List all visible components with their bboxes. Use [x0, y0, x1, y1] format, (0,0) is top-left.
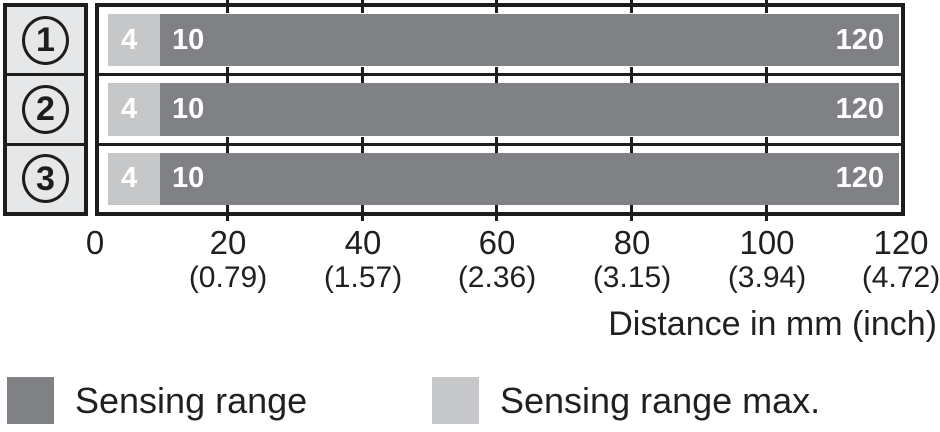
tick-mm-value: 120: [873, 224, 929, 261]
range-bar: 4 10 120: [108, 152, 899, 205]
legend-label: Sensing range max.: [500, 380, 821, 421]
bar-segment-sensing-range: 10 120: [160, 14, 899, 67]
circled-number-2: 2: [22, 84, 69, 134]
bar-value-label-max-start: 4: [121, 92, 138, 125]
bar-segment-sensing-range-max: 4: [108, 152, 160, 205]
range-bar: 4 10 120: [108, 83, 899, 136]
axis-tick-mark: [495, 137, 498, 153]
axis-title: Distance in mm (inch): [608, 305, 937, 343]
bar-value-label-max-start: 4: [121, 162, 138, 195]
bar-row-1: 4 10 120: [99, 7, 901, 73]
bar-row-3: 4 10 120: [99, 142, 901, 212]
axis-tick-mark: [226, 137, 229, 153]
tick-inch-value: (2.36): [457, 261, 537, 294]
axis-tick-mark: [361, 67, 364, 83]
axis-tick-label-60: 60 (2.36): [422, 224, 572, 294]
tick-mm-value: 60: [478, 224, 516, 261]
bar-segment-sensing-range-max: 4: [108, 83, 160, 136]
circled-number-1: 1: [22, 15, 69, 65]
bar-value-label-max-start: 4: [121, 23, 138, 56]
tick-inch-value: (0.79): [188, 261, 268, 294]
bar-segment-sensing-range: 10 120: [160, 152, 899, 205]
axis-tick-label-0: 0: [20, 224, 170, 261]
legend-item-sensing-range: Sensing range: [7, 377, 307, 424]
legend-label: Sensing range: [75, 380, 308, 421]
range-bar: 4 10 120: [108, 14, 899, 67]
bar-value-label-start: 10: [172, 162, 205, 195]
axis-tick-mark: [765, 205, 768, 221]
axis-tick-mark: [765, 137, 768, 153]
bar-segment-sensing-range-max: 4: [108, 14, 160, 67]
bar-value-label-end: 120: [835, 92, 884, 125]
circled-number-3: 3: [22, 154, 69, 204]
axis-tick-label-40: 40 (1.57): [288, 224, 438, 294]
axis-tick-label-80: 80 (3.15): [557, 224, 707, 294]
axis-tick-mark: [361, 0, 364, 13]
axis-tick-mark: [630, 67, 633, 83]
tick-inch-value: (1.57): [323, 261, 403, 294]
bar-value-label-start: 10: [172, 92, 205, 125]
tick-mm-value: 20: [209, 224, 247, 261]
legend-swatch-sensing-range-max: [432, 377, 479, 424]
row-header-1: 1: [7, 7, 84, 73]
bar-row-2: 4 10 120: [99, 73, 901, 142]
tick-mm-value: 0: [85, 224, 105, 261]
legend-swatch-sensing-range: [7, 377, 54, 424]
axis-tick-mark: [226, 205, 229, 221]
bar-value-label-end: 120: [835, 162, 884, 195]
axis-tick-label-100: 100 (3.94): [692, 224, 842, 294]
tick-inch-value: (4.72): [861, 261, 940, 294]
axis-tick-mark: [630, 205, 633, 221]
axis-tick-label-20: 20 (0.79): [153, 224, 303, 294]
tick-mm-value: 40: [344, 224, 382, 261]
axis-tick-mark: [765, 67, 768, 83]
plot-area: 4 10 120 4 10 120 4: [95, 3, 905, 216]
bar-value-label-start: 10: [172, 23, 205, 56]
axis-tick-mark: [226, 0, 229, 13]
bar-segment-sensing-range: 10 120: [160, 83, 899, 136]
tick-mm-value: 100: [739, 224, 795, 261]
tick-inch-value: (3.15): [592, 261, 672, 294]
axis-tick-mark: [495, 205, 498, 221]
row-header-2: 2: [7, 73, 84, 142]
axis-tick-mark: [361, 205, 364, 221]
axis-tick-mark: [495, 0, 498, 13]
axis-tick-mark: [630, 137, 633, 153]
row-header-column: 1 2 3: [3, 3, 88, 216]
axis-tick-mark: [495, 67, 498, 83]
tick-inch-value: (3.94): [727, 261, 807, 294]
legend-item-sensing-range-max: Sensing range max.: [432, 377, 820, 424]
axis-tick-mark: [765, 0, 768, 13]
tick-mm-value: 80: [613, 224, 651, 261]
axis-tick-mark: [630, 0, 633, 13]
axis-tick-label-120: 120 (4.72): [826, 224, 940, 294]
axis-tick-mark: [226, 67, 229, 83]
axis-tick-mark: [361, 137, 364, 153]
row-header-3: 3: [7, 142, 84, 212]
bar-value-label-end: 120: [835, 23, 884, 56]
